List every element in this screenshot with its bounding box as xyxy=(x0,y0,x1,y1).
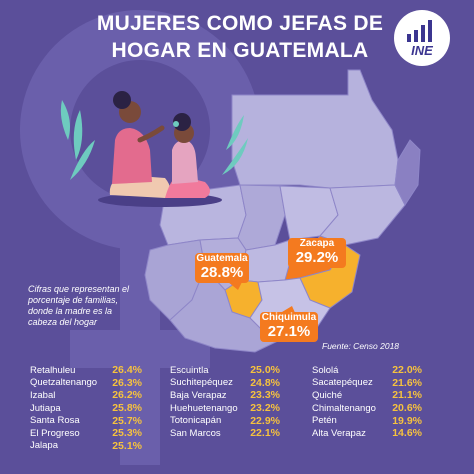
map-note: Cifras que representan el porcentaje de … xyxy=(28,284,130,327)
list-item: Santa Rosa 25.7% xyxy=(30,414,142,427)
mother-daughter-illustration xyxy=(60,91,248,207)
list-item: Retalhuleu 26.4% xyxy=(30,364,142,377)
callout-name: Chiquimula xyxy=(261,312,317,323)
callout-name: Zacapa xyxy=(299,238,335,249)
region-peten xyxy=(231,69,399,189)
bar-chart-icon xyxy=(407,20,432,42)
page-title: MUJERES COMO JEFAS DE HOGAR EN GUATEMALA xyxy=(80,10,400,64)
callout-guatemala: Guatemala 28.8% xyxy=(195,253,249,283)
ine-logo: INE xyxy=(394,10,450,66)
callout-value: 27.1% xyxy=(267,323,311,340)
guatemala-map xyxy=(144,69,421,353)
department-column-2: Escuintla 25.0% Suchitepéquez 24.8% Baja V… xyxy=(170,364,280,440)
callout-value: 29.2% xyxy=(295,249,339,266)
list-item: Suchitepéquez 24.8% xyxy=(170,376,280,389)
callout-name: Guatemala xyxy=(196,253,248,264)
region-quiche xyxy=(237,184,286,251)
list-item: Jutiapa 25.8% xyxy=(30,402,142,415)
list-item: Chimaltenango 20.6% xyxy=(312,402,422,415)
list-item: El Progreso 25.3% xyxy=(30,427,142,440)
list-item: Escuintla 25.0% xyxy=(170,364,280,377)
list-item: Quetzaltenango 26.3% xyxy=(30,376,142,389)
list-item: San Marcos 22.1% xyxy=(170,427,280,440)
list-item: Jalapa 25.1% xyxy=(30,439,142,452)
list-item: Sololá 22.0% xyxy=(312,364,422,377)
logo-text: INE xyxy=(411,43,433,58)
list-item: Quiché 21.1% xyxy=(312,389,422,402)
callout-zacapa: Zacapa 29.2% xyxy=(288,238,346,268)
title-line-2: HOGAR EN GUATEMALA xyxy=(111,39,369,62)
region-belize xyxy=(394,139,421,207)
list-item: Totonicapán 22.9% xyxy=(170,414,280,427)
callout-value: 28.8% xyxy=(200,264,244,281)
list-item: Izabal 26.2% xyxy=(30,389,142,402)
department-column-1: Retalhuleu 26.4% Quetzaltenango 26.3% Izab… xyxy=(30,364,142,452)
list-item: Sacatepéquez 21.6% xyxy=(312,376,422,389)
list-item: Alta Verapaz 14.6% xyxy=(312,427,422,440)
callout-chiquimula: Chiquimula 27.1% xyxy=(260,312,318,342)
list-item: Petén 19.9% xyxy=(312,414,422,427)
list-item: Huehuetenango 23.2% xyxy=(170,402,280,415)
department-column-3: Sololá 22.0% Sacatepéquez 21.6% Quiché 21.1… xyxy=(312,364,422,440)
list-item: Baja Verapaz 23.3% xyxy=(170,389,280,402)
title-line-1: MUJERES COMO JEFAS DE xyxy=(96,12,384,35)
source-label: Fuente: Censo 2018 xyxy=(322,341,400,351)
